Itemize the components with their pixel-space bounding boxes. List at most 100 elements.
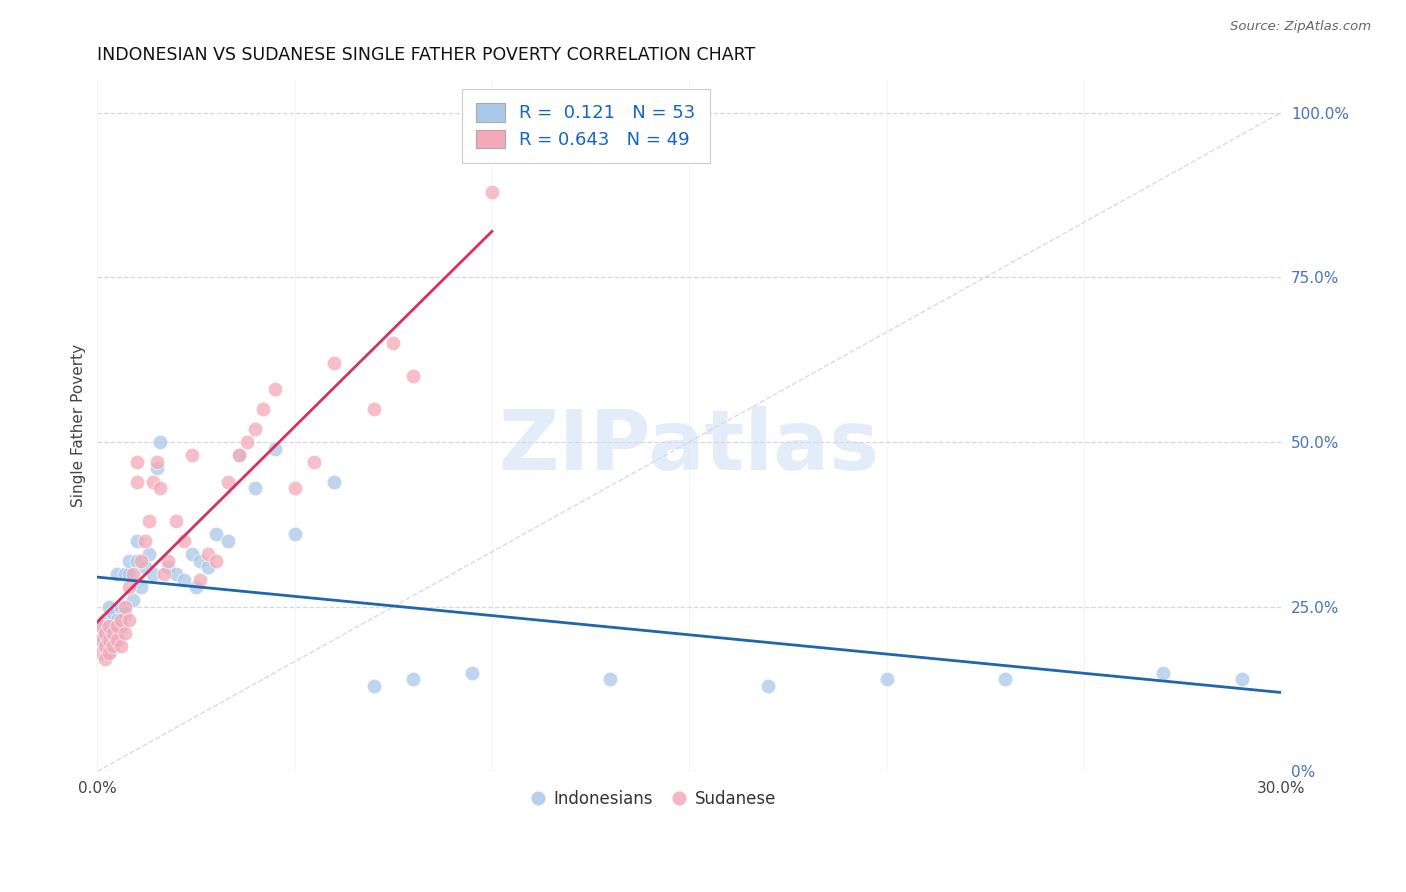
- Point: [98, 646, 121, 660]
- Point: [134, 533, 156, 548]
- Point: [599, 672, 621, 686]
- Point: [118, 553, 141, 567]
- Point: [173, 533, 195, 548]
- Y-axis label: Single Father Poverty: Single Father Poverty: [72, 344, 86, 507]
- Point: [142, 475, 165, 489]
- Point: [114, 599, 136, 614]
- Point: [382, 336, 405, 351]
- Point: [90, 632, 112, 647]
- Point: [138, 514, 160, 528]
- Point: [197, 560, 219, 574]
- Point: [94, 639, 117, 653]
- Point: [157, 553, 180, 567]
- Point: [323, 475, 346, 489]
- Point: [118, 566, 141, 581]
- Point: [98, 632, 121, 647]
- Point: [90, 619, 112, 633]
- Point: [363, 402, 385, 417]
- Point: [145, 461, 167, 475]
- Point: [252, 402, 274, 417]
- Point: [149, 481, 172, 495]
- Point: [138, 547, 160, 561]
- Point: [114, 626, 136, 640]
- Point: [481, 185, 503, 199]
- Point: [94, 626, 117, 640]
- Point: [94, 613, 117, 627]
- Point: [188, 574, 211, 588]
- Point: [90, 632, 112, 647]
- Point: [243, 481, 266, 495]
- Point: [98, 619, 121, 633]
- Point: [129, 553, 152, 567]
- Point: [181, 448, 204, 462]
- Point: [114, 566, 136, 581]
- Point: [105, 632, 128, 647]
- Point: [125, 533, 148, 548]
- Text: Source: ZipAtlas.com: Source: ZipAtlas.com: [1230, 20, 1371, 33]
- Point: [121, 593, 143, 607]
- Point: [90, 619, 112, 633]
- Point: [94, 626, 117, 640]
- Point: [125, 553, 148, 567]
- Point: [98, 599, 121, 614]
- Point: [101, 607, 124, 621]
- Point: [105, 619, 128, 633]
- Point: [876, 672, 898, 686]
- Point: [236, 435, 259, 450]
- Point: [184, 580, 207, 594]
- Point: [98, 619, 121, 633]
- Point: [188, 553, 211, 567]
- Point: [165, 514, 187, 528]
- Point: [204, 527, 226, 541]
- Point: [110, 599, 132, 614]
- Point: [323, 356, 346, 370]
- Point: [994, 672, 1017, 686]
- Point: [98, 646, 121, 660]
- Point: [243, 422, 266, 436]
- Point: [204, 553, 226, 567]
- Point: [101, 632, 124, 647]
- Point: [101, 626, 124, 640]
- Point: [402, 369, 425, 384]
- Point: [125, 475, 148, 489]
- Point: [157, 560, 180, 574]
- Point: [101, 639, 124, 653]
- Point: [101, 619, 124, 633]
- Point: [756, 679, 779, 693]
- Point: [1230, 672, 1253, 686]
- Point: [181, 547, 204, 561]
- Point: [228, 448, 250, 462]
- Point: [363, 679, 385, 693]
- Point: [217, 475, 239, 489]
- Point: [461, 665, 484, 680]
- Text: INDONESIAN VS SUDANESE SINGLE FATHER POVERTY CORRELATION CHART: INDONESIAN VS SUDANESE SINGLE FATHER POV…: [97, 46, 755, 64]
- Point: [284, 481, 307, 495]
- Point: [90, 646, 112, 660]
- Point: [129, 580, 152, 594]
- Point: [110, 619, 132, 633]
- Point: [145, 455, 167, 469]
- Point: [142, 566, 165, 581]
- Point: [94, 639, 117, 653]
- Point: [217, 533, 239, 548]
- Point: [105, 566, 128, 581]
- Point: [165, 566, 187, 581]
- Point: [105, 626, 128, 640]
- Point: [173, 574, 195, 588]
- Point: [110, 639, 132, 653]
- Point: [284, 527, 307, 541]
- Point: [121, 566, 143, 581]
- Point: [149, 435, 172, 450]
- Point: [98, 632, 121, 647]
- Point: [94, 652, 117, 666]
- Legend: Indonesians, Sudanese: Indonesians, Sudanese: [524, 783, 783, 815]
- Point: [110, 613, 132, 627]
- Point: [264, 382, 287, 396]
- Point: [228, 448, 250, 462]
- Point: [1152, 665, 1174, 680]
- Point: [402, 672, 425, 686]
- Point: [114, 607, 136, 621]
- Point: [304, 455, 326, 469]
- Point: [118, 580, 141, 594]
- Point: [264, 442, 287, 456]
